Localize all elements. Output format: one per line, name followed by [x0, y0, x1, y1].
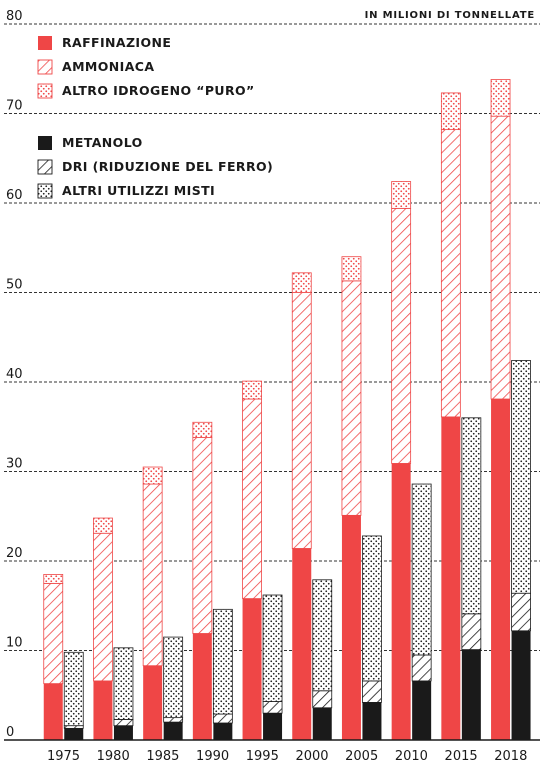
bar-segment: [441, 416, 461, 740]
bar-segment: [341, 280, 362, 516]
bar-segment: [212, 713, 233, 724]
bar-segment: [362, 702, 382, 740]
legend-swatch: [38, 36, 52, 50]
bar-segment: [341, 256, 362, 282]
y-tick-label: 40: [6, 367, 23, 382]
bar-segment: [292, 548, 312, 740]
bar-segment: [491, 399, 511, 740]
bar-segment: [163, 717, 184, 723]
bar-segment: [43, 574, 64, 584]
bar-segment: [212, 608, 233, 715]
bar-segment: [262, 594, 283, 702]
bar-segment: [262, 701, 283, 714]
bar-segment: [461, 649, 481, 740]
y-tick-label: 0: [6, 725, 14, 740]
legend-swatch: [37, 59, 53, 75]
bar-segment: [412, 680, 432, 740]
x-tick-label: 2010: [395, 749, 428, 764]
bar-segment: [411, 654, 432, 682]
bar-segment: [440, 92, 461, 131]
legend-swatch: [38, 136, 52, 150]
bars: [4, 79, 540, 741]
y-tick-label: 70: [6, 99, 23, 114]
bar-segment: [362, 680, 382, 703]
bar-segment: [490, 79, 511, 117]
x-tick-label: 1985: [146, 749, 179, 764]
legend-swatch: [37, 183, 53, 199]
bar-segment: [163, 636, 184, 719]
bar-segment: [113, 719, 134, 727]
x-tick-label: 2000: [295, 749, 328, 764]
bar-segment: [263, 713, 283, 740]
bar-segment: [163, 722, 183, 740]
bar-segment: [143, 665, 163, 740]
bar-segment: [43, 582, 64, 685]
bar-segment: [341, 515, 361, 740]
bar-segment: [440, 129, 461, 418]
bar-segment: [490, 115, 511, 400]
bar-segment: [242, 598, 262, 740]
y-tick-label: 60: [6, 188, 23, 203]
bar-segment: [192, 421, 213, 438]
legend-label: AMMONIACA: [62, 59, 154, 74]
x-tick-label: 1990: [196, 749, 229, 764]
bar-segment: [312, 690, 333, 709]
bar-segment: [213, 722, 233, 740]
bar-segment: [242, 380, 262, 400]
bar-segment: [291, 272, 312, 293]
y-tick-label: 10: [6, 636, 23, 651]
x-tick-label: 1995: [246, 749, 279, 764]
bar-segment: [511, 360, 531, 594]
bar-segment: [242, 398, 262, 599]
bar-segment: [93, 532, 113, 682]
legend-label: DRI (RIDUZIONE DEL FERRO): [62, 159, 273, 174]
y-tick-label: 80: [6, 9, 23, 24]
bar-segment: [43, 683, 63, 740]
x-tick-label: 2005: [345, 749, 378, 764]
bar-segment: [461, 613, 482, 651]
legend-label: ALTRO IDROGENO “PURO”: [62, 83, 255, 98]
bar-segment: [511, 592, 531, 632]
bar-segment: [291, 292, 312, 549]
bar-segment: [312, 707, 332, 740]
legend-swatch: [37, 83, 53, 99]
bar-segment: [64, 728, 84, 740]
bar-segment: [93, 517, 113, 534]
legend: RAFFINAZIONE AMMONIACA ALTRO IDROGENO “PUR…: [37, 35, 273, 199]
bar-segment: [63, 725, 84, 729]
bar-segment: [93, 680, 113, 740]
bar-segment: [63, 651, 84, 727]
y-tick-label: 20: [6, 546, 23, 561]
bar-segment: [362, 535, 382, 682]
bar-segment: [391, 181, 412, 209]
x-tick-label: 1975: [47, 749, 80, 764]
x-tick-label: 2018: [494, 749, 527, 764]
bar-segment: [511, 630, 531, 740]
x-tick-label: 2015: [445, 749, 478, 764]
x-axis-ticks: 1975 1980 1985 1990 1995 2000 2005 2010 2015 2018: [47, 749, 527, 764]
bar-segment: [411, 483, 432, 656]
bar-segment: [113, 647, 134, 720]
bar-segment: [142, 483, 163, 667]
legend-swatch: [37, 159, 53, 175]
y-tick-label: 30: [6, 457, 23, 472]
bar-segment: [312, 579, 333, 692]
bar-segment: [192, 437, 213, 634]
legend-label: RAFFINAZIONE: [62, 35, 171, 50]
bar-segment: [391, 463, 411, 740]
legend-label: ALTRI UTILIZZI MISTI: [62, 183, 215, 198]
y-tick-label: 50: [6, 278, 23, 293]
bar-segment: [192, 633, 212, 740]
bar-segment: [142, 466, 163, 485]
bar-segment: [391, 207, 412, 464]
x-tick-label: 1980: [97, 749, 130, 764]
bar-segment: [113, 725, 133, 740]
unit-label: IN MILIONI DI TONNELLATE: [365, 10, 535, 21]
legend-label: METANOLO: [62, 135, 143, 150]
bar-segment: [461, 417, 482, 615]
